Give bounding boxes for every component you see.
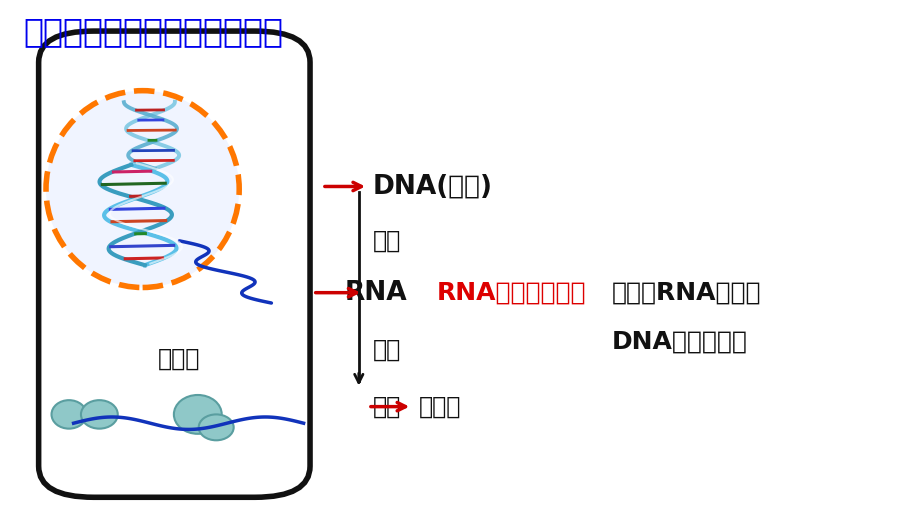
Ellipse shape bbox=[81, 400, 118, 429]
Text: RNA: RNA bbox=[345, 280, 407, 306]
Ellipse shape bbox=[51, 400, 86, 429]
Text: RNA是什么物质？: RNA是什么物质？ bbox=[437, 281, 586, 305]
Text: 转录: 转录 bbox=[372, 229, 401, 253]
FancyBboxPatch shape bbox=[39, 31, 310, 497]
Text: 蛋白质: 蛋白质 bbox=[418, 395, 460, 419]
Text: 核糖体: 核糖体 bbox=[158, 347, 200, 370]
Text: DNA(基因): DNA(基因) bbox=[372, 174, 492, 199]
Text: 为什么RNA适于作: 为什么RNA适于作 bbox=[611, 281, 761, 305]
Text: 基因如何指导蛋白质的合成？: 基因如何指导蛋白质的合成？ bbox=[23, 16, 283, 49]
Text: DNA的信使呢？: DNA的信使呢？ bbox=[611, 330, 747, 354]
Text: 合成: 合成 bbox=[372, 395, 401, 419]
Ellipse shape bbox=[174, 395, 221, 434]
Ellipse shape bbox=[46, 91, 239, 287]
Ellipse shape bbox=[199, 414, 233, 440]
Text: 翻译: 翻译 bbox=[372, 338, 401, 362]
